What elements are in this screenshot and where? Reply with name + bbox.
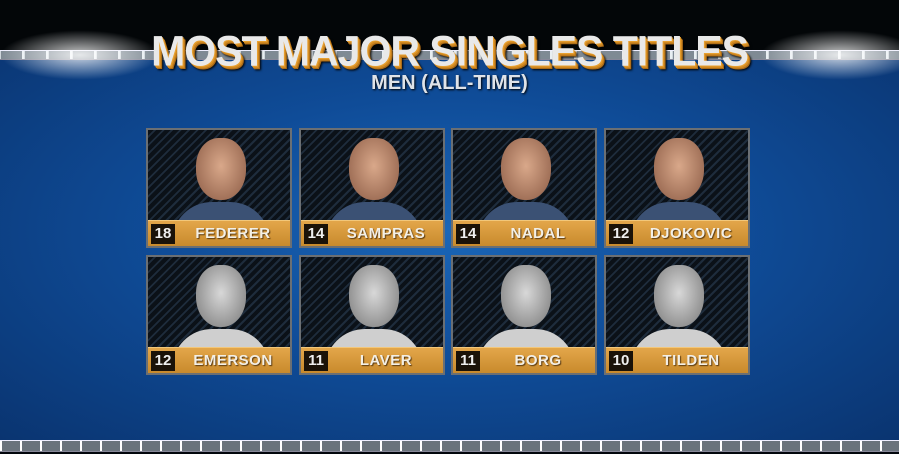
player-card: 14 SAMPRAS [299, 128, 445, 248]
top-rail-decoration [0, 50, 899, 60]
player-label: 12 DJOKOVIC [606, 220, 748, 246]
player-name: LAVER [359, 352, 413, 369]
player-shoulders [325, 329, 423, 347]
player-card: 12 DJOKOVIC [604, 128, 750, 248]
blue-background [0, 58, 899, 442]
player-card: 18 FEDERER [146, 128, 292, 248]
player-name: BORG [514, 352, 562, 369]
player-head [349, 138, 399, 200]
player-photo [606, 257, 748, 347]
titles-count: 11 [456, 351, 480, 371]
player-shoulders [630, 202, 728, 220]
player-shoulders [325, 202, 423, 220]
player-head [501, 265, 551, 327]
player-head [196, 265, 246, 327]
player-shoulders [477, 202, 575, 220]
player-card: 11 LAVER [299, 255, 445, 375]
titles-count: 11 [304, 351, 328, 371]
player-name: EMERSON [193, 352, 273, 369]
player-photo [453, 257, 595, 347]
light-flare [0, 30, 160, 80]
player-head [654, 138, 704, 200]
player-photo [301, 257, 443, 347]
bottom-rail-decoration [0, 440, 899, 452]
player-card: 11 BORG [451, 255, 597, 375]
titles-count: 10 [609, 351, 633, 371]
player-shoulders [172, 329, 270, 347]
titles-count: 12 [151, 351, 175, 371]
player-name: NADAL [510, 225, 566, 242]
player-name: FEDERER [195, 225, 271, 242]
player-photo [148, 257, 290, 347]
player-photo [301, 130, 443, 220]
player-label: 14 NADAL [453, 220, 595, 246]
player-shoulders [172, 202, 270, 220]
titles-count: 12 [609, 224, 633, 244]
player-shoulders [630, 329, 728, 347]
player-label: 11 LAVER [301, 347, 443, 373]
player-label: 11 BORG [453, 347, 595, 373]
player-label: 10 TILDEN [606, 347, 748, 373]
graphic-title: MOST MAJOR SINGLES TITLES [151, 26, 749, 76]
titles-count: 14 [304, 224, 328, 244]
player-head [654, 265, 704, 327]
player-name: SAMPRAS [346, 225, 426, 242]
player-photo [453, 130, 595, 220]
player-card: 12 EMERSON [146, 255, 292, 375]
titles-count: 14 [456, 224, 480, 244]
player-label: 12 EMERSON [148, 347, 290, 373]
player-card: 14 NADAL [451, 128, 597, 248]
player-label: 14 SAMPRAS [301, 220, 443, 246]
player-head [349, 265, 399, 327]
titles-count: 18 [151, 224, 175, 244]
light-flare [760, 30, 899, 80]
player-card: 10 TILDEN [604, 255, 750, 375]
player-shoulders [477, 329, 575, 347]
graphic-subtitle: MEN (ALL-TIME) [371, 72, 528, 94]
player-photo [606, 130, 748, 220]
player-name: DJOKOVIC [649, 225, 733, 242]
player-name: TILDEN [662, 352, 720, 369]
player-label: 18 FEDERER [148, 220, 290, 246]
player-photo [148, 130, 290, 220]
player-head [196, 138, 246, 200]
player-head [501, 138, 551, 200]
